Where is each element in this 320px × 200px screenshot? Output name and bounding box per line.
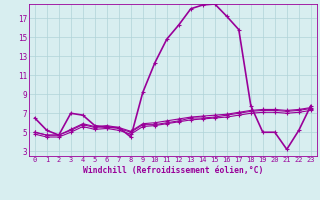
X-axis label: Windchill (Refroidissement éolien,°C): Windchill (Refroidissement éolien,°C) (83, 166, 263, 175)
